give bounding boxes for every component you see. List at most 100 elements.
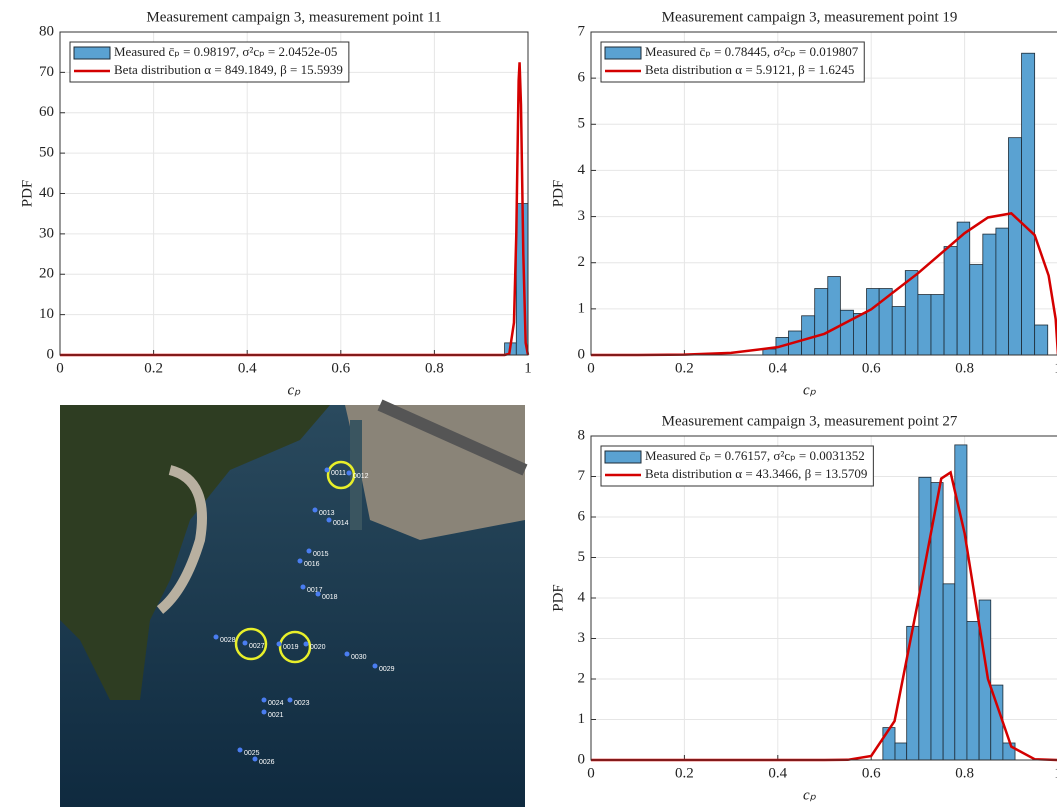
bar xyxy=(814,288,829,356)
bar xyxy=(853,313,867,356)
x-tick-label: 0 xyxy=(587,765,595,781)
x-tick-label: 0.4 xyxy=(238,360,257,376)
marker xyxy=(297,558,303,564)
beach xyxy=(156,465,207,614)
marker xyxy=(237,747,243,753)
bar xyxy=(882,727,896,761)
y-tick-label: 0 xyxy=(578,751,586,767)
y-tick-label: 40 xyxy=(39,185,54,201)
pdf-curve xyxy=(60,62,530,357)
bar xyxy=(917,294,932,356)
point-label: 0016 xyxy=(304,561,320,568)
x-tick-label: 1 xyxy=(1054,765,1057,781)
legend-swatch xyxy=(73,46,111,60)
x-tick-label: 0.6 xyxy=(862,360,881,376)
bar xyxy=(894,742,908,761)
legend: Measured c̄ₚ = 0.76157, σ²cₚ = 0.0031352… xyxy=(600,445,874,487)
y-tick-label: 20 xyxy=(39,266,54,282)
y-tick-label: 5 xyxy=(578,549,586,565)
legend-label: Measured c̄ₚ = 0.98197, σ²cₚ = 2.0452e-0… xyxy=(114,44,337,59)
y-axis-label: PDF xyxy=(550,584,566,612)
point-label: 0021 xyxy=(268,712,284,719)
x-tick-label: 0.4 xyxy=(768,765,787,781)
marker xyxy=(372,663,378,669)
bar xyxy=(918,476,932,761)
marker xyxy=(315,591,321,597)
bar xyxy=(1021,52,1036,356)
point-label: 0027 xyxy=(249,643,265,650)
marker xyxy=(303,641,309,647)
y-tick-label: 2 xyxy=(578,254,586,270)
bar xyxy=(990,684,1004,761)
chart-title: Measurement campaign 3, measurement poin… xyxy=(146,9,441,25)
marker xyxy=(344,651,350,657)
legend-swatch xyxy=(604,450,642,464)
axes-box xyxy=(590,435,1057,761)
bar xyxy=(942,583,956,761)
x-tick-label: 0.8 xyxy=(955,360,974,376)
bar xyxy=(966,621,980,761)
x-tick-label: 1 xyxy=(524,360,532,376)
x-tick-label: 0.8 xyxy=(955,765,974,781)
point-label: 0014 xyxy=(333,520,349,527)
y-tick-label: 4 xyxy=(578,162,586,178)
bar xyxy=(943,246,958,356)
point-label: 0012 xyxy=(353,473,369,480)
y-tick-label: 7 xyxy=(578,23,586,39)
legend-box xyxy=(600,41,865,83)
y-tick-label: 1 xyxy=(578,300,586,316)
y-tick-label: 6 xyxy=(578,70,586,86)
marker xyxy=(306,548,312,554)
bar xyxy=(982,233,997,356)
point-label: 0013 xyxy=(319,510,335,517)
marker xyxy=(252,756,258,762)
marker xyxy=(326,517,332,523)
point-label: 0019 xyxy=(283,644,299,651)
x-tick-label: 0 xyxy=(587,360,595,376)
x-tick-label: 0.2 xyxy=(675,360,694,376)
legend-label: Beta distribution α = 5.9121, β = 1.6245 xyxy=(645,62,854,77)
x-tick-label: 0 xyxy=(56,360,64,376)
y-axis-label: PDF xyxy=(550,180,566,208)
x-axis-label: cₚ xyxy=(803,787,817,803)
marker xyxy=(276,641,282,647)
x-tick-label: 1 xyxy=(1054,360,1057,376)
bar xyxy=(1008,137,1022,356)
y-tick-label: 4 xyxy=(578,589,586,605)
x-tick-label: 0.6 xyxy=(331,360,350,376)
bar xyxy=(866,288,880,356)
chart-title: Measurement campaign 3, measurement poin… xyxy=(662,413,958,429)
marker xyxy=(312,507,318,513)
legend-label: Measured c̄ₚ = 0.78445, σ²cₚ = 0.019807 xyxy=(645,44,859,59)
marker xyxy=(324,467,330,473)
legend-swatch xyxy=(604,46,642,60)
marker xyxy=(261,709,267,715)
legend-box xyxy=(600,445,874,487)
x-tick-label: 0.2 xyxy=(675,765,694,781)
y-tick-label: 7 xyxy=(578,468,586,484)
marker xyxy=(346,470,352,476)
chart: 0 0.2 0.4 0.6 0.8 1 0 1 2 3 4 5 6 7 8 Measurement campa… xyxy=(550,413,1057,803)
point-label: 0029 xyxy=(379,666,395,673)
y-tick-label: 6 xyxy=(578,508,586,524)
y-axis-label: PDF xyxy=(19,180,35,208)
bar xyxy=(1034,324,1049,356)
x-tick-label: 0.4 xyxy=(768,360,787,376)
y-tick-label: 70 xyxy=(39,64,54,80)
y-tick-label: 1 xyxy=(578,711,586,727)
bar xyxy=(891,306,906,356)
legend-box xyxy=(69,41,350,83)
point-label: 0011 xyxy=(331,470,346,477)
y-tick-label: 0 xyxy=(47,346,55,362)
bar xyxy=(827,276,841,356)
legend: Measured c̄ₚ = 0.98197, σ²cₚ = 2.0452e-0… xyxy=(69,41,350,83)
harbour xyxy=(345,405,525,540)
point-label: 0024 xyxy=(268,700,284,707)
legend-label: Beta distribution α = 849.1849, β = 15.5… xyxy=(114,62,343,77)
point-label: 0028 xyxy=(220,637,236,644)
x-axis-label: cₚ xyxy=(287,382,301,398)
highlight xyxy=(278,630,312,664)
